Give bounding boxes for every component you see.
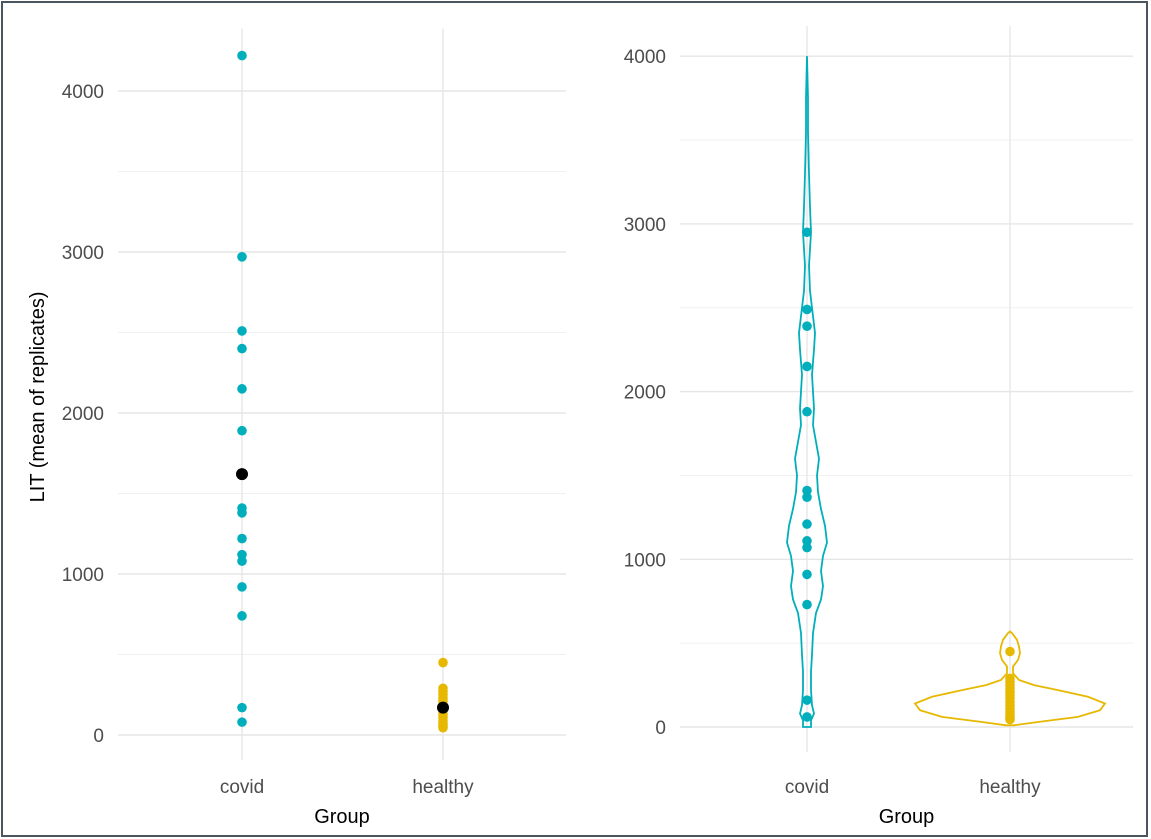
data-point-covid bbox=[237, 533, 247, 544]
y-tick-label: 4000 bbox=[624, 47, 666, 68]
y-tick-label: 2000 bbox=[62, 404, 104, 425]
x-tick-label: covid bbox=[220, 777, 264, 798]
y-tick-label: 1000 bbox=[624, 550, 666, 571]
data-point-covid bbox=[802, 227, 812, 238]
data-point-covid bbox=[802, 695, 812, 705]
y-tick-label: 3000 bbox=[624, 215, 666, 236]
data-point-covid bbox=[802, 406, 812, 417]
data-point-covid bbox=[237, 326, 247, 336]
data-point-covid bbox=[237, 702, 247, 713]
data-point-healthy bbox=[438, 722, 448, 733]
data-point-covid bbox=[802, 492, 812, 503]
data-point-covid bbox=[802, 712, 812, 722]
data-point-covid bbox=[802, 599, 812, 610]
data-point-covid bbox=[237, 252, 247, 262]
y-tick-label: 2000 bbox=[624, 383, 666, 404]
x-tick-label: covid bbox=[785, 777, 829, 798]
panel-1: 0 1000 2000 3000 4000 covid healthy Group LIT (m… bbox=[27, 28, 566, 828]
y-tick-label: 4000 bbox=[62, 82, 104, 103]
y-tick-label: 0 bbox=[93, 726, 104, 747]
data-point-covid bbox=[802, 361, 812, 372]
data-point-covid bbox=[237, 508, 247, 518]
data-point-covid bbox=[802, 485, 812, 496]
y-tick-label: 3000 bbox=[62, 243, 104, 264]
data-point-covid bbox=[237, 343, 247, 354]
y-tick-label: 0 bbox=[655, 718, 666, 739]
data-point-covid bbox=[802, 321, 812, 331]
data-point-covid bbox=[237, 556, 247, 566]
mean-point-covid bbox=[236, 468, 248, 481]
data-point-healthy bbox=[438, 657, 448, 668]
data-point-covid bbox=[237, 425, 247, 436]
x-axis-title: Group bbox=[314, 806, 370, 828]
data-point-covid bbox=[802, 542, 812, 553]
data-point-covid bbox=[237, 717, 247, 727]
y-axis-title: LIT (mean of replicates) bbox=[27, 291, 49, 502]
y-tick-label: 1000 bbox=[62, 565, 104, 586]
data-point-healthy bbox=[1005, 646, 1015, 657]
data-point-covid bbox=[802, 304, 812, 315]
data-point-covid bbox=[237, 611, 247, 621]
data-point-covid bbox=[802, 536, 812, 546]
data-point-covid bbox=[237, 384, 247, 394]
data-point-covid bbox=[237, 582, 247, 592]
x-axis-title: Group bbox=[879, 806, 935, 828]
violin-covid bbox=[786, 56, 828, 728]
x-tick-label: healthy bbox=[979, 777, 1041, 798]
data-point-covid bbox=[802, 519, 812, 529]
violin-healthy bbox=[913, 630, 1107, 727]
data-point-covid bbox=[802, 569, 812, 580]
data-point-healthy bbox=[1005, 714, 1015, 725]
data-point-covid bbox=[237, 50, 247, 61]
panel-2: 0 1000 2000 3000 4000 covid healthy Group bbox=[624, 26, 1133, 828]
x-tick-label: healthy bbox=[412, 777, 474, 798]
mean-point-healthy bbox=[437, 701, 449, 714]
